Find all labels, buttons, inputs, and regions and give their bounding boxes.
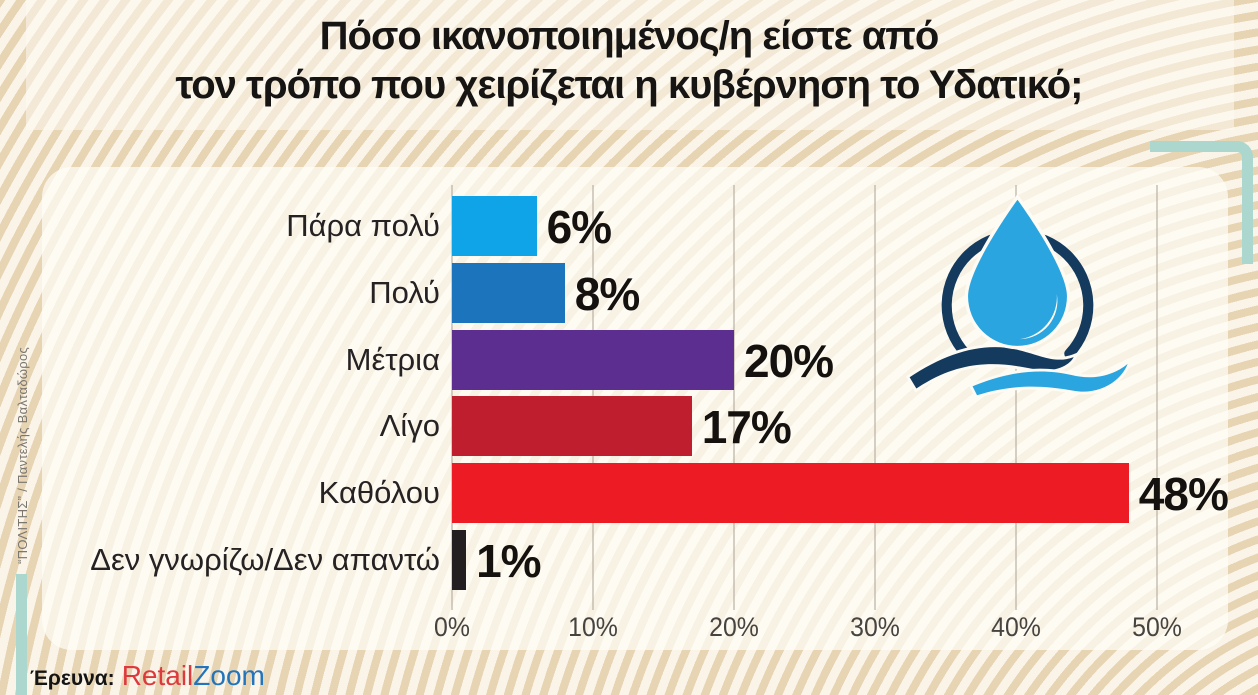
- x-tick-label: 0%: [434, 612, 470, 642]
- bar-6: [452, 530, 466, 590]
- category-label: Πάρα πολύ: [286, 208, 440, 243]
- x-tick-label: 30%: [850, 612, 900, 642]
- x-tick-label: 40%: [991, 612, 1041, 642]
- title-line-1: Πόσο ικανοποιημένος/η είστε από: [319, 14, 940, 58]
- category-label: Δεν γνωρίζω/Δεν απαντώ: [90, 542, 440, 577]
- teal-accent-bar: [16, 574, 27, 695]
- brand-retail: Retail: [121, 660, 194, 691]
- x-tick-label: 10%: [568, 612, 618, 642]
- category-label: Πολύ: [369, 274, 440, 310]
- brand-zoom: Zoom: [193, 660, 265, 691]
- bar-value-label: 48%: [1138, 468, 1229, 521]
- gridline-20%: [733, 185, 735, 610]
- bar-1: [452, 196, 537, 256]
- bar-3: [452, 329, 734, 390]
- bar-4: [452, 396, 692, 457]
- gridline-30%: [874, 185, 876, 610]
- page-title: Πόσο ικανοποιημένος/η είστε από τον τρόπ…: [0, 12, 1258, 110]
- water-drop-icon: [964, 194, 1071, 350]
- water-drop-logo: [905, 194, 1130, 399]
- x-tick-label: 50%: [1132, 612, 1182, 642]
- logo-wave-blue: [968, 358, 1130, 399]
- credit-vertical: “ΠΟΛΙΤΗΣ” / Παντελής Βαλταδώρος: [15, 346, 30, 564]
- title-band: [26, 0, 1234, 130]
- category-label: Λίγο: [379, 408, 440, 444]
- category-label: Μέτρια: [345, 341, 440, 377]
- bar-value-label: 20%: [744, 334, 834, 387]
- category-label: Καθόλου: [318, 475, 440, 511]
- source-label: Έρευνα:: [30, 667, 115, 690]
- bar-2: [452, 262, 565, 323]
- logo-wave-dark: [905, 344, 1080, 393]
- gridline-50%: [1156, 185, 1158, 610]
- bar-value-label: 8%: [574, 267, 640, 320]
- bar-5: [452, 463, 1129, 524]
- bar-value-label: 6%: [546, 201, 612, 253]
- x-tick-label: 20%: [709, 612, 759, 642]
- bar-value-label: 1%: [476, 535, 541, 587]
- title-line-2: τον τρόπο που χειρίζεται η κυβέρνηση το …: [175, 63, 1083, 107]
- bar-value-label: 17%: [701, 401, 792, 454]
- source-line: Έρευνα: Retail Zoom: [30, 660, 265, 692]
- teal-corner-bracket: [1150, 141, 1253, 264]
- gridline-40%: [1015, 185, 1017, 610]
